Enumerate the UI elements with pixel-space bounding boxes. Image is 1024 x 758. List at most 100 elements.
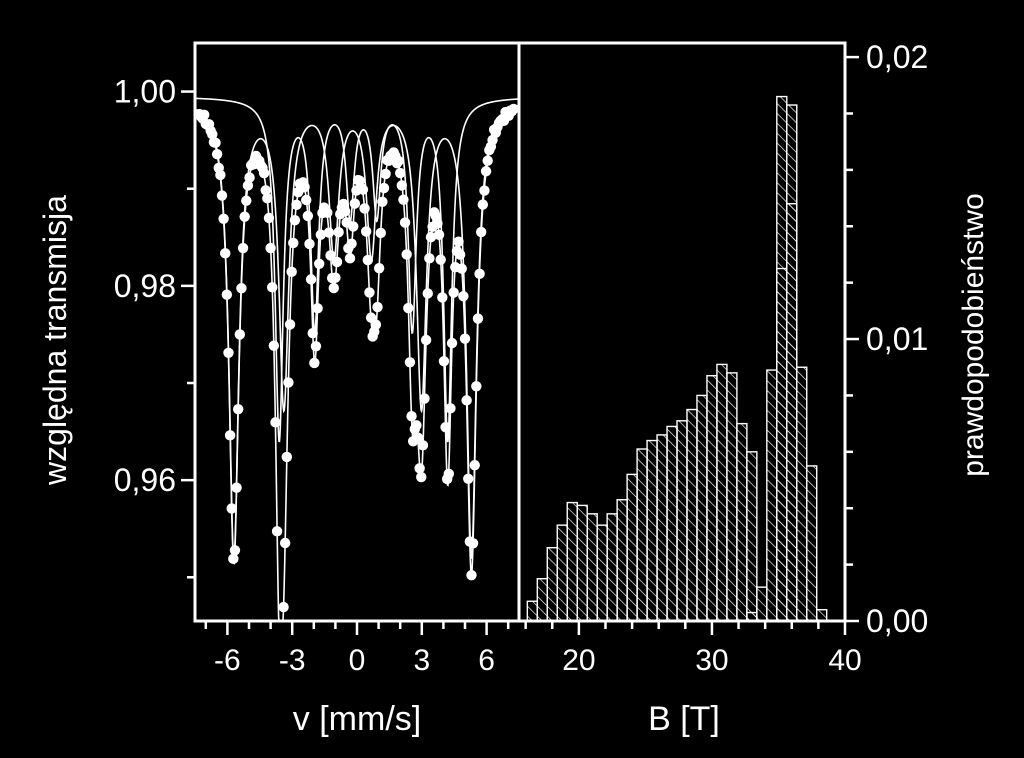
data-point <box>198 109 210 121</box>
x-tick-label: -6 <box>214 644 241 677</box>
data-point <box>445 403 456 414</box>
data-point <box>467 538 479 549</box>
histogram-bar <box>606 513 618 622</box>
data-point <box>278 601 289 613</box>
data-point <box>403 302 414 314</box>
data-point <box>307 327 318 339</box>
data-point <box>461 395 472 406</box>
data-point <box>330 272 341 283</box>
data-point <box>459 333 471 344</box>
data-point <box>372 301 383 313</box>
data-point <box>416 471 427 483</box>
histogram-bar <box>536 578 548 622</box>
data-point <box>438 356 450 367</box>
data-point <box>482 155 493 166</box>
data-point <box>432 218 443 229</box>
data-point <box>283 377 294 388</box>
histogram-bar <box>586 513 598 622</box>
data-point <box>220 248 231 259</box>
data-point <box>211 148 223 160</box>
data-point <box>309 357 320 369</box>
data-point <box>281 451 292 463</box>
data-point <box>446 337 458 349</box>
data-point <box>223 347 234 359</box>
data-point <box>325 250 336 261</box>
data-point <box>349 198 361 209</box>
data-point <box>344 253 356 264</box>
y-tick-label: 0,96 <box>114 462 176 498</box>
data-point <box>279 537 291 549</box>
data-point <box>314 258 325 269</box>
data-point <box>231 482 242 493</box>
data-point <box>370 319 382 330</box>
data-point <box>322 207 333 218</box>
data-point <box>480 166 492 177</box>
data-point <box>348 221 359 232</box>
data-point <box>399 217 411 228</box>
data-point <box>395 167 406 179</box>
data-point <box>411 420 422 431</box>
histogram-bar <box>666 425 678 622</box>
data-point <box>373 263 385 274</box>
data-point <box>228 553 239 565</box>
data-point <box>333 227 344 238</box>
data-point <box>406 411 417 422</box>
histogram-bar <box>596 524 608 622</box>
data-point <box>271 526 283 537</box>
histogram-bar <box>616 499 628 622</box>
data-point <box>302 210 314 222</box>
data-point <box>237 242 249 254</box>
histogram-tick-labels: 20 30 400,00 0,01 0,02 <box>562 39 928 677</box>
data-point <box>437 292 448 303</box>
data-point <box>224 430 236 441</box>
data-point <box>221 289 233 300</box>
data-point <box>463 473 474 484</box>
data-point <box>216 190 228 201</box>
histogram-bar <box>636 448 648 622</box>
histogram-bar <box>546 546 558 622</box>
histogram-bar <box>796 366 808 622</box>
data-point <box>234 329 246 340</box>
data-point <box>380 168 391 180</box>
x-tick-label: 20 <box>562 644 595 677</box>
data-point <box>396 180 408 191</box>
x-tick-label: 40 <box>828 644 861 677</box>
histogram-bar <box>806 465 818 622</box>
left-y-axis-label: względna transmisja <box>37 195 73 486</box>
histogram-bar <box>556 524 568 622</box>
data-point <box>284 319 296 330</box>
data-point <box>398 194 409 205</box>
x-tick-label: 0 <box>349 644 366 677</box>
data-point <box>226 503 237 514</box>
data-point <box>218 213 229 224</box>
histogram-bar <box>746 451 758 622</box>
data-point <box>458 291 469 302</box>
data-point <box>359 203 370 214</box>
data-point <box>233 403 244 415</box>
data-point <box>244 172 255 183</box>
data-point <box>242 180 254 191</box>
data-point <box>404 357 416 368</box>
histogram-bar <box>686 408 698 622</box>
histogram-bar <box>676 420 688 622</box>
right-x-axis-label: B [T] <box>648 700 720 738</box>
data-point <box>260 185 271 196</box>
data-point <box>378 182 390 194</box>
spectrum-panel: -6 -3 0 3 6 0,96 0,98 1,00 <box>114 74 519 677</box>
histogram-bar <box>816 609 828 622</box>
data-point <box>305 274 317 285</box>
data-point <box>412 432 424 443</box>
spectrum-tick-labels: -6 -3 0 3 6 0,96 0,98 1,00 <box>114 74 495 677</box>
data-point <box>270 417 281 428</box>
data-point <box>360 226 372 237</box>
data-point <box>210 137 221 149</box>
data-point <box>479 185 490 196</box>
data-point <box>393 155 404 167</box>
data-point <box>288 237 299 249</box>
data-point <box>304 238 315 250</box>
y-tick-label: 0,02 <box>866 39 928 75</box>
data-point <box>207 129 218 140</box>
histogram-bar <box>716 363 728 622</box>
spectrum-points <box>194 103 519 613</box>
data-point <box>268 340 280 351</box>
